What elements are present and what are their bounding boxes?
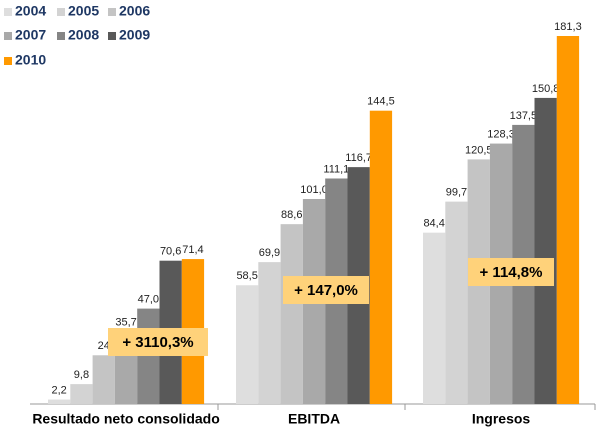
legend-label: 2004 — [15, 3, 46, 19]
category-label: Resultado neto consolidado — [32, 411, 219, 427]
bar — [423, 232, 446, 404]
value-label: 128,3 — [487, 128, 515, 140]
legend-label: 2010 — [15, 52, 46, 68]
bar — [369, 110, 393, 405]
bar — [258, 262, 281, 404]
legend-swatch — [57, 8, 65, 16]
legend-label: 2006 — [119, 3, 150, 19]
value-label: 70,6 — [160, 246, 181, 258]
growth-box — [468, 258, 554, 286]
growth-box — [283, 276, 369, 304]
value-label: 99,7 — [446, 187, 467, 199]
value-label: 35,7 — [115, 316, 136, 328]
legend-label: 2009 — [119, 27, 150, 43]
value-label: 47,0 — [138, 294, 159, 306]
legend-swatch — [4, 8, 12, 16]
growth-box — [108, 328, 208, 356]
value-label: 2,2 — [52, 384, 67, 396]
legend-label: 2007 — [15, 27, 46, 43]
value-label: 144,5 — [367, 96, 395, 108]
value-label: 88,6 — [281, 209, 302, 221]
legend-swatch — [4, 57, 12, 65]
legend-label: 2005 — [68, 3, 99, 19]
value-label: 116,7 — [345, 152, 372, 164]
legend-swatch — [4, 32, 12, 40]
value-label: 181,3 — [554, 21, 582, 33]
value-label: 137,5 — [510, 110, 538, 122]
value-label: 120,5 — [465, 144, 493, 156]
bar — [445, 201, 468, 404]
bar — [236, 285, 259, 404]
bar — [48, 399, 71, 404]
bar — [556, 36, 580, 404]
category-label: Ingresos — [472, 411, 531, 427]
bar — [92, 355, 115, 404]
value-label: 58,5 — [236, 270, 257, 282]
bar — [70, 384, 93, 404]
value-label: 69,9 — [259, 247, 280, 259]
value-label: 9,8 — [74, 369, 89, 381]
value-label: 71,4 — [182, 244, 203, 256]
category-label: EBITDA — [288, 411, 340, 427]
bar — [534, 97, 557, 404]
bar — [137, 308, 160, 404]
growth-label: + 3110,3% — [122, 334, 193, 351]
value-label: 84,4 — [423, 218, 444, 230]
legend-label: 2008 — [68, 27, 99, 43]
bar — [280, 224, 303, 404]
growth-label: + 147,0% — [294, 282, 358, 299]
value-label: 111,1 — [323, 163, 349, 175]
legend-swatch — [108, 32, 116, 40]
growth-label: + 114,8% — [480, 264, 543, 281]
value-label: 101,0 — [300, 184, 328, 196]
legend-swatch — [57, 32, 65, 40]
value-label: 150,8 — [532, 83, 560, 95]
value-label: 24 — [98, 340, 110, 352]
legend-swatch — [108, 8, 116, 16]
